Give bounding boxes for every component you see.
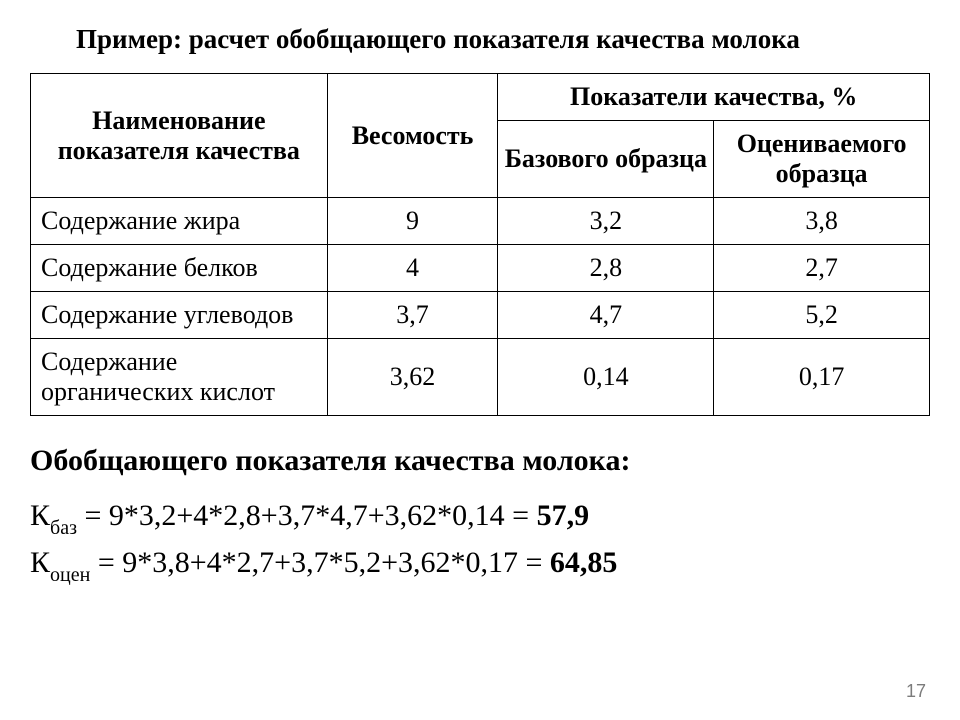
formula-prefix: К xyxy=(30,546,50,579)
results-subtitle: Обобщающего показателя качества молока: xyxy=(30,444,930,478)
cell-weight: 9 xyxy=(327,198,498,245)
formula-eval: Коцен = 9*3,8+4*2,7+3,7*5,2+3,62*0,17 = … xyxy=(30,541,930,588)
table-row: Содержание жира 9 3,2 3,8 xyxy=(31,198,930,245)
cell-weight: 4 xyxy=(327,245,498,292)
page-root: Пример: расчет обобщающего показателя ка… xyxy=(0,0,960,720)
col-header-base: Базового образца xyxy=(498,121,714,198)
formula-result: 64,85 xyxy=(550,546,618,579)
table-row: Содержание органических кислот 3,62 0,14… xyxy=(31,339,930,416)
cell-name: Содержание органических кислот xyxy=(31,339,328,416)
table-header-row-1: Наименование показателя качества Весомос… xyxy=(31,74,930,121)
formula-subscript: оцен xyxy=(50,564,90,586)
cell-base: 4,7 xyxy=(498,292,714,339)
quality-table: Наименование показателя качества Весомос… xyxy=(30,73,930,416)
cell-eval: 3,8 xyxy=(714,198,930,245)
col-header-name: Наименование показателя качества xyxy=(31,74,328,198)
table-row: Содержание углеводов 3,7 4,7 5,2 xyxy=(31,292,930,339)
cell-eval: 0,17 xyxy=(714,339,930,416)
cell-base: 2,8 xyxy=(498,245,714,292)
col-header-eval: Оцениваемого образца xyxy=(714,121,930,198)
cell-base: 3,2 xyxy=(498,198,714,245)
cell-weight: 3,62 xyxy=(327,339,498,416)
cell-eval: 5,2 xyxy=(714,292,930,339)
col-header-quality-group: Показатели качества, % xyxy=(498,74,930,121)
col-header-weight: Весомость xyxy=(327,74,498,198)
formula-base: Кбаз = 9*3,2+4*2,8+3,7*4,7+3,62*0,14 = 5… xyxy=(30,494,930,541)
cell-name: Содержание углеводов xyxy=(31,292,328,339)
formula-expression: = 9*3,8+4*2,7+3,7*5,2+3,62*0,17 = xyxy=(90,546,550,579)
cell-base: 0,14 xyxy=(498,339,714,416)
results-block: Обобщающего показателя качества молока: … xyxy=(30,444,930,588)
formula-prefix: К xyxy=(30,499,50,532)
table-row: Содержание белков 4 2,8 2,7 xyxy=(31,245,930,292)
page-title: Пример: расчет обобщающего показателя ка… xyxy=(76,24,930,55)
formula-result: 57,9 xyxy=(537,499,590,532)
formula-expression: = 9*3,2+4*2,8+3,7*4,7+3,62*0,14 = xyxy=(77,499,537,532)
cell-eval: 2,7 xyxy=(714,245,930,292)
page-number: 17 xyxy=(906,681,926,702)
formula-subscript: баз xyxy=(50,517,77,539)
cell-name: Содержание белков xyxy=(31,245,328,292)
cell-weight: 3,7 xyxy=(327,292,498,339)
cell-name: Содержание жира xyxy=(31,198,328,245)
